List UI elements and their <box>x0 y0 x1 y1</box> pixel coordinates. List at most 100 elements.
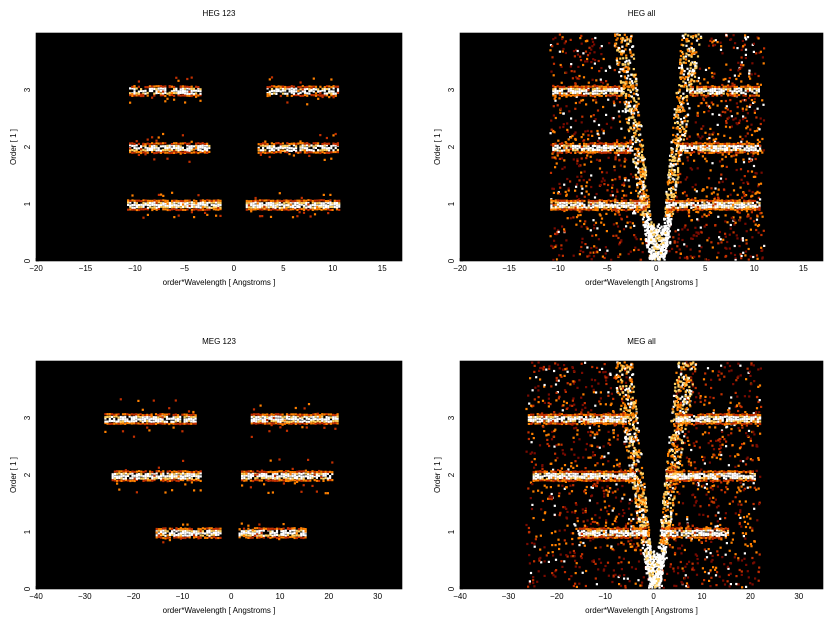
order-band-cell <box>184 90 186 92</box>
order-band-cell <box>328 85 330 87</box>
heatmap-cell <box>717 216 719 218</box>
order-band-cell <box>583 88 585 90</box>
wedge-cell <box>682 97 684 99</box>
order-band-cell <box>118 470 120 472</box>
order-band-cell <box>616 208 618 210</box>
heatmap-cell <box>740 187 742 189</box>
order-halo-cell <box>587 89 589 91</box>
order-halo-cell <box>305 530 307 532</box>
order-band-cell <box>690 204 692 206</box>
order-band-cell <box>294 202 296 204</box>
order-band-cell <box>180 532 182 534</box>
order-band-cell <box>182 537 184 539</box>
order-band-cell <box>116 475 118 477</box>
order-halo-cell <box>735 161 737 163</box>
order-band-cell <box>681 206 683 208</box>
heatmap-cell <box>596 193 598 195</box>
heatmap-cell <box>619 101 621 103</box>
order-halo-cell <box>288 200 290 202</box>
zero-order-cell <box>658 230 660 232</box>
heatmap-cell <box>751 171 753 173</box>
order-band-cell <box>291 532 293 534</box>
order-band-cell <box>184 94 186 96</box>
order-band-cell <box>305 528 307 530</box>
order-band-cell <box>302 528 304 530</box>
order-band-cell <box>614 85 616 87</box>
order-band-cell <box>162 142 164 144</box>
wedge-cell <box>621 41 623 43</box>
heatmap-cell <box>713 191 715 193</box>
order-band-cell <box>272 202 274 204</box>
order-band-cell <box>175 88 177 90</box>
order-band-cell <box>738 87 740 89</box>
order-band-cell <box>717 204 719 206</box>
heatmap-cell <box>703 78 705 80</box>
heatmap-cell <box>697 167 699 169</box>
heatmap-cell <box>584 243 586 245</box>
heatmap-cell <box>574 55 576 57</box>
order-halo-cell <box>204 536 206 538</box>
order-band-cell <box>695 145 697 147</box>
order-band-cell <box>266 147 268 149</box>
wedge-cell <box>670 190 672 192</box>
x-tick-label: 5 <box>703 264 708 273</box>
heatmap-cell <box>571 70 573 72</box>
order-band-cell <box>252 202 254 204</box>
order-band-cell <box>175 200 177 202</box>
order-band-cell <box>616 204 618 206</box>
order-band-cell <box>338 206 340 208</box>
order-halo-cell <box>287 527 289 529</box>
order-band-cell <box>318 202 320 204</box>
order-band-cell <box>313 88 315 90</box>
order-band-cell <box>564 200 566 202</box>
heatmap-cell <box>711 72 713 74</box>
order-band-cell <box>752 205 754 207</box>
heatmap-cell <box>763 62 765 64</box>
order-band-cell <box>136 87 138 89</box>
order-band-cell <box>197 530 199 532</box>
order-band-cell <box>621 209 623 211</box>
heatmap-cell <box>687 229 689 231</box>
heatmap-cell <box>690 167 692 169</box>
order-band-cell <box>173 204 175 206</box>
wedge-cell <box>629 126 631 128</box>
order-band-cell <box>718 90 720 92</box>
heatmap-cell <box>712 246 714 248</box>
order-band-cell <box>705 86 707 88</box>
heatmap-cell <box>717 252 719 254</box>
heatmap-cell <box>550 120 552 122</box>
wedge-cell <box>639 178 641 180</box>
order-band-cell <box>621 204 623 206</box>
heatmap-cell <box>632 176 634 178</box>
heatmap-cell <box>618 110 620 112</box>
heatmap-cell <box>586 246 588 248</box>
order-band-cell <box>748 142 750 144</box>
order-band-cell <box>552 88 554 90</box>
order-band-cell <box>277 149 279 151</box>
order-band-cell <box>720 94 722 96</box>
order-band-cell <box>250 532 252 534</box>
heatmap-cell <box>607 84 609 86</box>
order-halo-cell <box>129 102 131 104</box>
order-band-cell <box>618 150 620 152</box>
order-band-cell <box>731 95 733 97</box>
order-band-cell <box>728 202 730 204</box>
order-band-cell <box>147 149 149 151</box>
order-band-cell <box>299 204 301 206</box>
order-band-cell <box>271 85 273 87</box>
wedge-cell <box>674 171 676 173</box>
heatmap-cell <box>761 172 763 174</box>
order-halo-cell <box>193 534 195 536</box>
order-band-cell <box>193 202 195 204</box>
order-band-cell <box>561 209 563 211</box>
wedge-cell <box>638 98 640 100</box>
order-band-cell <box>568 208 570 210</box>
heatmap-cell <box>746 105 748 107</box>
order-halo-cell <box>701 216 703 218</box>
wedge-cell <box>680 78 682 80</box>
order-band-cell <box>310 204 312 206</box>
heatmap-cell <box>752 191 754 193</box>
heatmap-cell <box>730 69 732 71</box>
heatmap-cell <box>604 180 606 182</box>
order-band-cell <box>271 88 273 90</box>
